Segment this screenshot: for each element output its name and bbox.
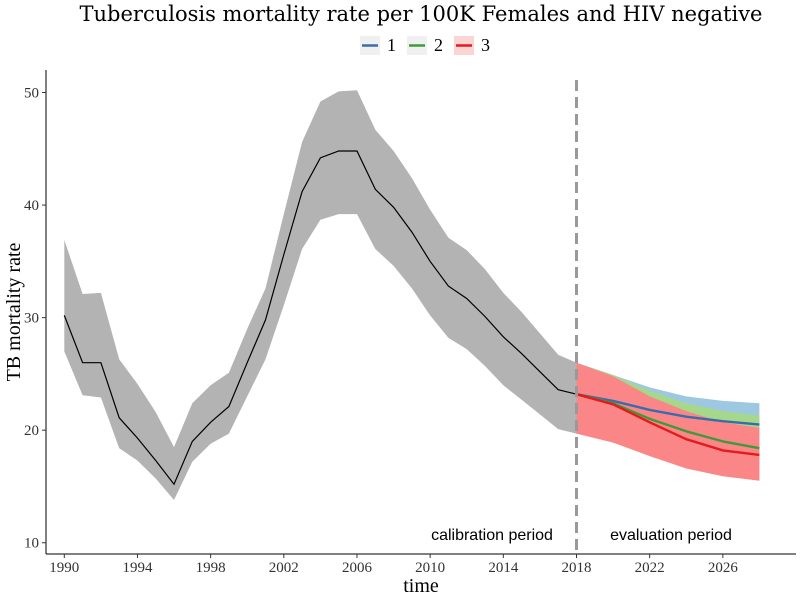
- calibration-uncertainty-band: [64, 90, 577, 501]
- annotation-evaluation-period: evaluation period: [610, 527, 732, 544]
- x-tick-label: 2022: [635, 560, 665, 576]
- y-tick-label: 30: [24, 311, 39, 327]
- series-3-band: [576, 362, 760, 481]
- x-tick-label: 2018: [561, 560, 591, 576]
- series-3-line: [576, 393, 760, 457]
- legend-label-3: 3: [481, 35, 490, 55]
- y-axis-ticks: 10 20 30 40 50: [24, 86, 46, 552]
- x-tick-label: 1998: [196, 560, 226, 576]
- x-tick-label: 2006: [342, 560, 373, 576]
- annotation-calibration-period: calibration period: [431, 527, 553, 544]
- x-tick-label: 1994: [122, 560, 153, 576]
- x-tick-label: 2014: [488, 560, 519, 576]
- y-axis-label: TB mortality rate: [3, 242, 25, 381]
- x-tick-label: 1990: [49, 560, 79, 576]
- legend-label-2: 2: [434, 35, 443, 55]
- x-tick-label: 2010: [415, 560, 445, 576]
- x-axis-ticks: 1990 1994 1998 2002 2006 2010 2014 2018 2022 2026: [49, 554, 738, 576]
- y-tick-label: 40: [24, 198, 39, 214]
- y-tick-label: 10: [24, 536, 39, 552]
- x-tick-label: 2002: [269, 560, 299, 576]
- x-axis-label: time: [403, 575, 439, 597]
- legend: 1 2 3: [360, 35, 490, 55]
- legend-label-1: 1: [387, 35, 396, 55]
- series-1-line: [576, 393, 760, 426]
- y-tick-label: 20: [24, 423, 39, 439]
- y-tick-label: 50: [24, 86, 39, 102]
- x-tick-label: 2026: [708, 560, 739, 576]
- chart-title: Tuberculosis mortality rate per 100K Fem…: [80, 2, 763, 26]
- plot-area: [63, 80, 760, 554]
- calibration-line: [63, 150, 577, 486]
